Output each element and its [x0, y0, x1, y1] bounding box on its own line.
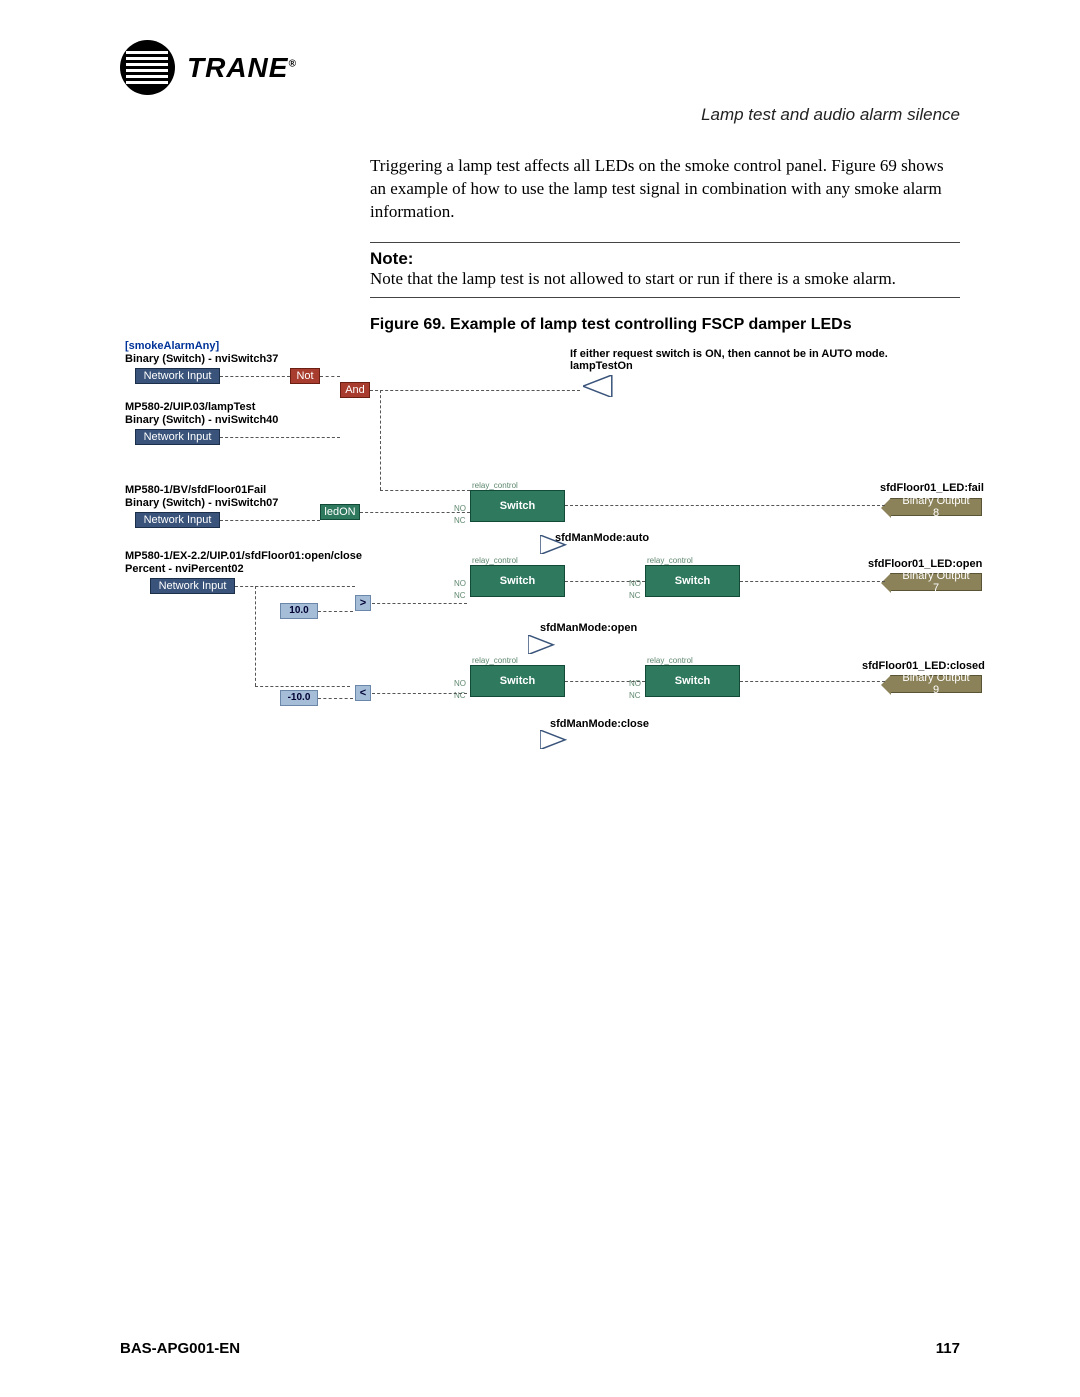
- trane-logo-icon: [120, 40, 175, 95]
- diagram-block-sw3: Switch: [645, 565, 740, 597]
- diagram-wire: [370, 390, 580, 391]
- diagram-triangle-icon: [528, 635, 556, 655]
- diagram-wire: [255, 586, 256, 686]
- diagram-wire: [565, 581, 645, 582]
- diagram-label: sfdManMode:close: [550, 718, 649, 730]
- diagram-sublabel: NO: [454, 679, 466, 688]
- diagram-block-net1: Network Input: [135, 368, 220, 384]
- note-label: Note:: [370, 249, 413, 268]
- diagram-label: MP580-1/BV/sfdFloor01Fail: [125, 484, 266, 496]
- note-text: Note that the lamp test is not allowed t…: [370, 269, 896, 288]
- diagram-wire: [565, 681, 645, 682]
- diagram-wire: [372, 693, 467, 694]
- diagram-triangle-icon: [583, 375, 615, 397]
- page-footer: BAS-APG001-EN 117: [120, 1340, 960, 1357]
- diagram-label: Binary (Switch) - nviSwitch07: [125, 497, 278, 509]
- diagram-label: sfdManMode:open: [540, 622, 637, 634]
- diagram-label: [smokeAlarmAny]: [125, 340, 219, 352]
- diagram-block-out9: Binary Output 9: [890, 675, 982, 693]
- diagram-sublabel: relay_control: [647, 556, 693, 565]
- diagram-wire: [318, 698, 353, 699]
- diagram-block-out7: Binary Output 7: [890, 573, 982, 591]
- diagram-wire: [372, 603, 467, 604]
- note-box: Note: Note that the lamp test is not all…: [370, 242, 960, 298]
- diagram-label: sfdManMode:auto: [555, 532, 649, 544]
- diagram-label: MP580-1/EX-2.2/UIP.01/sfdFloor01:open/cl…: [125, 550, 362, 562]
- diagram-block-numn10: -10.0: [280, 690, 318, 706]
- diagram-sublabel: relay_control: [472, 481, 518, 490]
- diagram-label: sfdFloor01_LED:fail: [880, 482, 984, 494]
- diagram-sublabel: NO: [454, 579, 466, 588]
- diagram-triangle-icon: [540, 730, 568, 750]
- diagram-wire: [380, 490, 470, 491]
- diagram-label: If either request switch is ON, then can…: [570, 348, 888, 360]
- diagram-wire: [740, 681, 885, 682]
- diagram-wire: [235, 586, 355, 587]
- footer-page-number: 117: [936, 1340, 960, 1357]
- diagram-sublabel: relay_control: [647, 656, 693, 665]
- diagram-block-sw5: Switch: [645, 665, 740, 697]
- brand-name: TRANE®: [187, 52, 297, 84]
- diagram-wire: [565, 505, 885, 506]
- diagram-wire: [220, 520, 320, 521]
- diagram-wire: [320, 376, 340, 377]
- diagram-label: sfdFloor01_LED:closed: [862, 660, 985, 672]
- diagram-wire: [318, 611, 353, 612]
- diagram-wire: [740, 581, 885, 582]
- diagram-block-num10: 10.0: [280, 603, 318, 619]
- diagram-wire: [380, 390, 381, 490]
- diagram-label: MP580-2/UIP.03/lampTest: [125, 401, 255, 413]
- diagram-block-led1: ledON: [320, 504, 360, 520]
- diagram-triangle-icon: [540, 535, 568, 555]
- diagram-label: sfdFloor01_LED:open: [868, 558, 982, 570]
- diagram-sublabel: NC: [629, 691, 641, 700]
- diagram-wire: [220, 376, 290, 377]
- diagram-block-lt: <: [355, 685, 371, 701]
- diagram-block-gt: >: [355, 595, 371, 611]
- diagram-wire: [255, 686, 350, 687]
- footer-doc-id: BAS-APG001-EN: [120, 1340, 240, 1357]
- diagram-sublabel: NC: [454, 591, 466, 600]
- brand-header: TRANE®: [120, 40, 960, 95]
- diagram-sublabel: relay_control: [472, 556, 518, 565]
- diagram-wire: [360, 512, 470, 513]
- diagram-block-sw2: Switch: [470, 565, 565, 597]
- document-page: TRANE® Lamp test and audio alarm silence…: [0, 0, 1080, 1397]
- diagram-label: lampTestOn: [570, 360, 633, 372]
- diagram-label: Binary (Switch) - nviSwitch40: [125, 414, 278, 426]
- body-paragraph: Triggering a lamp test affects all LEDs …: [370, 155, 960, 224]
- section-subtitle: Lamp test and audio alarm silence: [120, 105, 960, 125]
- diagram-block-and1: And: [340, 382, 370, 398]
- diagram-label: Percent - nviPercent02: [125, 563, 244, 575]
- diagram-block-sw1: Switch: [470, 490, 565, 522]
- diagram-sublabel: NC: [629, 591, 641, 600]
- figure-caption: Figure 69. Example of lamp test controll…: [370, 316, 960, 334]
- diagram-block-net3: Network Input: [135, 512, 220, 528]
- diagram-sublabel: relay_control: [472, 656, 518, 665]
- diagram-block-out8: Binary Output 8: [890, 498, 982, 516]
- control-diagram: [smokeAlarmAny]Binary (Switch) - nviSwit…: [120, 340, 980, 760]
- diagram-block-sw4: Switch: [470, 665, 565, 697]
- diagram-sublabel: NC: [454, 516, 466, 525]
- diagram-block-net2: Network Input: [135, 429, 220, 445]
- diagram-block-not1: Not: [290, 368, 320, 384]
- diagram-label: Binary (Switch) - nviSwitch37: [125, 353, 278, 365]
- diagram-block-net4: Network Input: [150, 578, 235, 594]
- diagram-wire: [220, 437, 340, 438]
